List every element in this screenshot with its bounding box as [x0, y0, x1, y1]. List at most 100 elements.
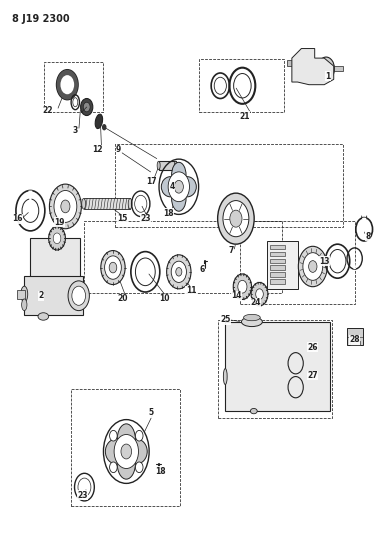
Bar: [84, 221, 282, 293]
Ellipse shape: [306, 64, 314, 73]
Text: 18: 18: [163, 209, 173, 218]
Ellipse shape: [117, 424, 136, 456]
Ellipse shape: [223, 368, 227, 384]
Circle shape: [102, 124, 107, 131]
Bar: [270, 252, 285, 256]
Text: 3: 3: [72, 126, 78, 135]
Bar: [17, 290, 25, 300]
Text: 18: 18: [155, 467, 166, 475]
Text: 20: 20: [117, 294, 128, 303]
Bar: [84, 198, 130, 209]
Circle shape: [68, 281, 89, 311]
Bar: [71, 389, 180, 506]
Circle shape: [318, 57, 335, 80]
Ellipse shape: [125, 439, 147, 464]
Text: 23: 23: [77, 490, 88, 499]
Wedge shape: [28, 190, 32, 211]
Circle shape: [223, 200, 249, 237]
Circle shape: [171, 261, 186, 282]
Bar: [350, 341, 359, 345]
Ellipse shape: [172, 163, 186, 188]
Text: 21: 21: [239, 111, 249, 120]
Wedge shape: [353, 259, 356, 269]
Circle shape: [83, 102, 90, 112]
Text: 12: 12: [92, 145, 103, 154]
Circle shape: [303, 253, 323, 280]
Circle shape: [218, 193, 254, 244]
Circle shape: [101, 251, 125, 285]
Circle shape: [298, 246, 327, 287]
Text: 19: 19: [55, 218, 65, 227]
Ellipse shape: [22, 299, 27, 311]
Ellipse shape: [250, 408, 257, 414]
Ellipse shape: [241, 317, 262, 327]
Circle shape: [322, 62, 331, 75]
Ellipse shape: [302, 56, 308, 67]
Bar: [334, 66, 343, 71]
Ellipse shape: [128, 198, 132, 209]
Bar: [270, 245, 285, 249]
Circle shape: [109, 262, 117, 273]
Text: 26: 26: [308, 343, 318, 352]
Text: 25: 25: [220, 315, 230, 324]
Circle shape: [49, 227, 65, 250]
Circle shape: [72, 286, 86, 305]
Bar: [44, 62, 104, 112]
Circle shape: [60, 75, 74, 94]
Text: 5: 5: [149, 408, 154, 417]
Ellipse shape: [172, 185, 186, 211]
Text: 6: 6: [200, 265, 205, 273]
Circle shape: [110, 430, 117, 441]
Text: 2: 2: [38, 291, 43, 300]
Circle shape: [49, 184, 81, 229]
Text: 15: 15: [117, 214, 128, 223]
Text: 7: 7: [228, 246, 234, 255]
Circle shape: [174, 180, 183, 193]
PathPatch shape: [292, 49, 334, 85]
Text: 1: 1: [325, 71, 331, 80]
Circle shape: [53, 233, 61, 244]
Bar: [225, 322, 330, 411]
Bar: [270, 259, 285, 263]
Ellipse shape: [243, 314, 260, 321]
Text: 13: 13: [319, 257, 329, 265]
Bar: [115, 144, 343, 227]
Circle shape: [233, 274, 251, 300]
Bar: [218, 320, 332, 418]
Circle shape: [168, 172, 189, 201]
Ellipse shape: [157, 161, 160, 169]
Bar: [241, 221, 354, 304]
Circle shape: [81, 99, 93, 116]
Text: 4: 4: [169, 182, 175, 191]
Circle shape: [110, 462, 117, 473]
Circle shape: [167, 255, 191, 289]
Bar: [199, 59, 284, 112]
Ellipse shape: [38, 313, 49, 320]
Ellipse shape: [95, 114, 103, 128]
Circle shape: [238, 280, 247, 293]
Bar: [270, 265, 285, 270]
Ellipse shape: [21, 286, 28, 302]
Text: 27: 27: [308, 371, 318, 380]
Circle shape: [54, 190, 77, 222]
Circle shape: [114, 434, 139, 469]
Text: 8: 8: [365, 232, 371, 241]
Bar: [270, 272, 285, 277]
Circle shape: [309, 261, 317, 272]
Circle shape: [176, 268, 182, 276]
Text: 28: 28: [350, 335, 360, 344]
Text: 9: 9: [116, 145, 121, 154]
Text: 11: 11: [186, 286, 196, 295]
Ellipse shape: [178, 176, 196, 197]
Bar: [287, 60, 293, 66]
Bar: [347, 328, 363, 345]
Text: 23: 23: [140, 214, 151, 223]
Circle shape: [251, 282, 268, 306]
Text: 17: 17: [146, 177, 156, 186]
Text: 10: 10: [159, 294, 170, 303]
Ellipse shape: [302, 70, 308, 81]
Circle shape: [61, 200, 70, 213]
Text: 14: 14: [231, 291, 242, 300]
Ellipse shape: [105, 439, 128, 464]
Ellipse shape: [296, 64, 304, 73]
